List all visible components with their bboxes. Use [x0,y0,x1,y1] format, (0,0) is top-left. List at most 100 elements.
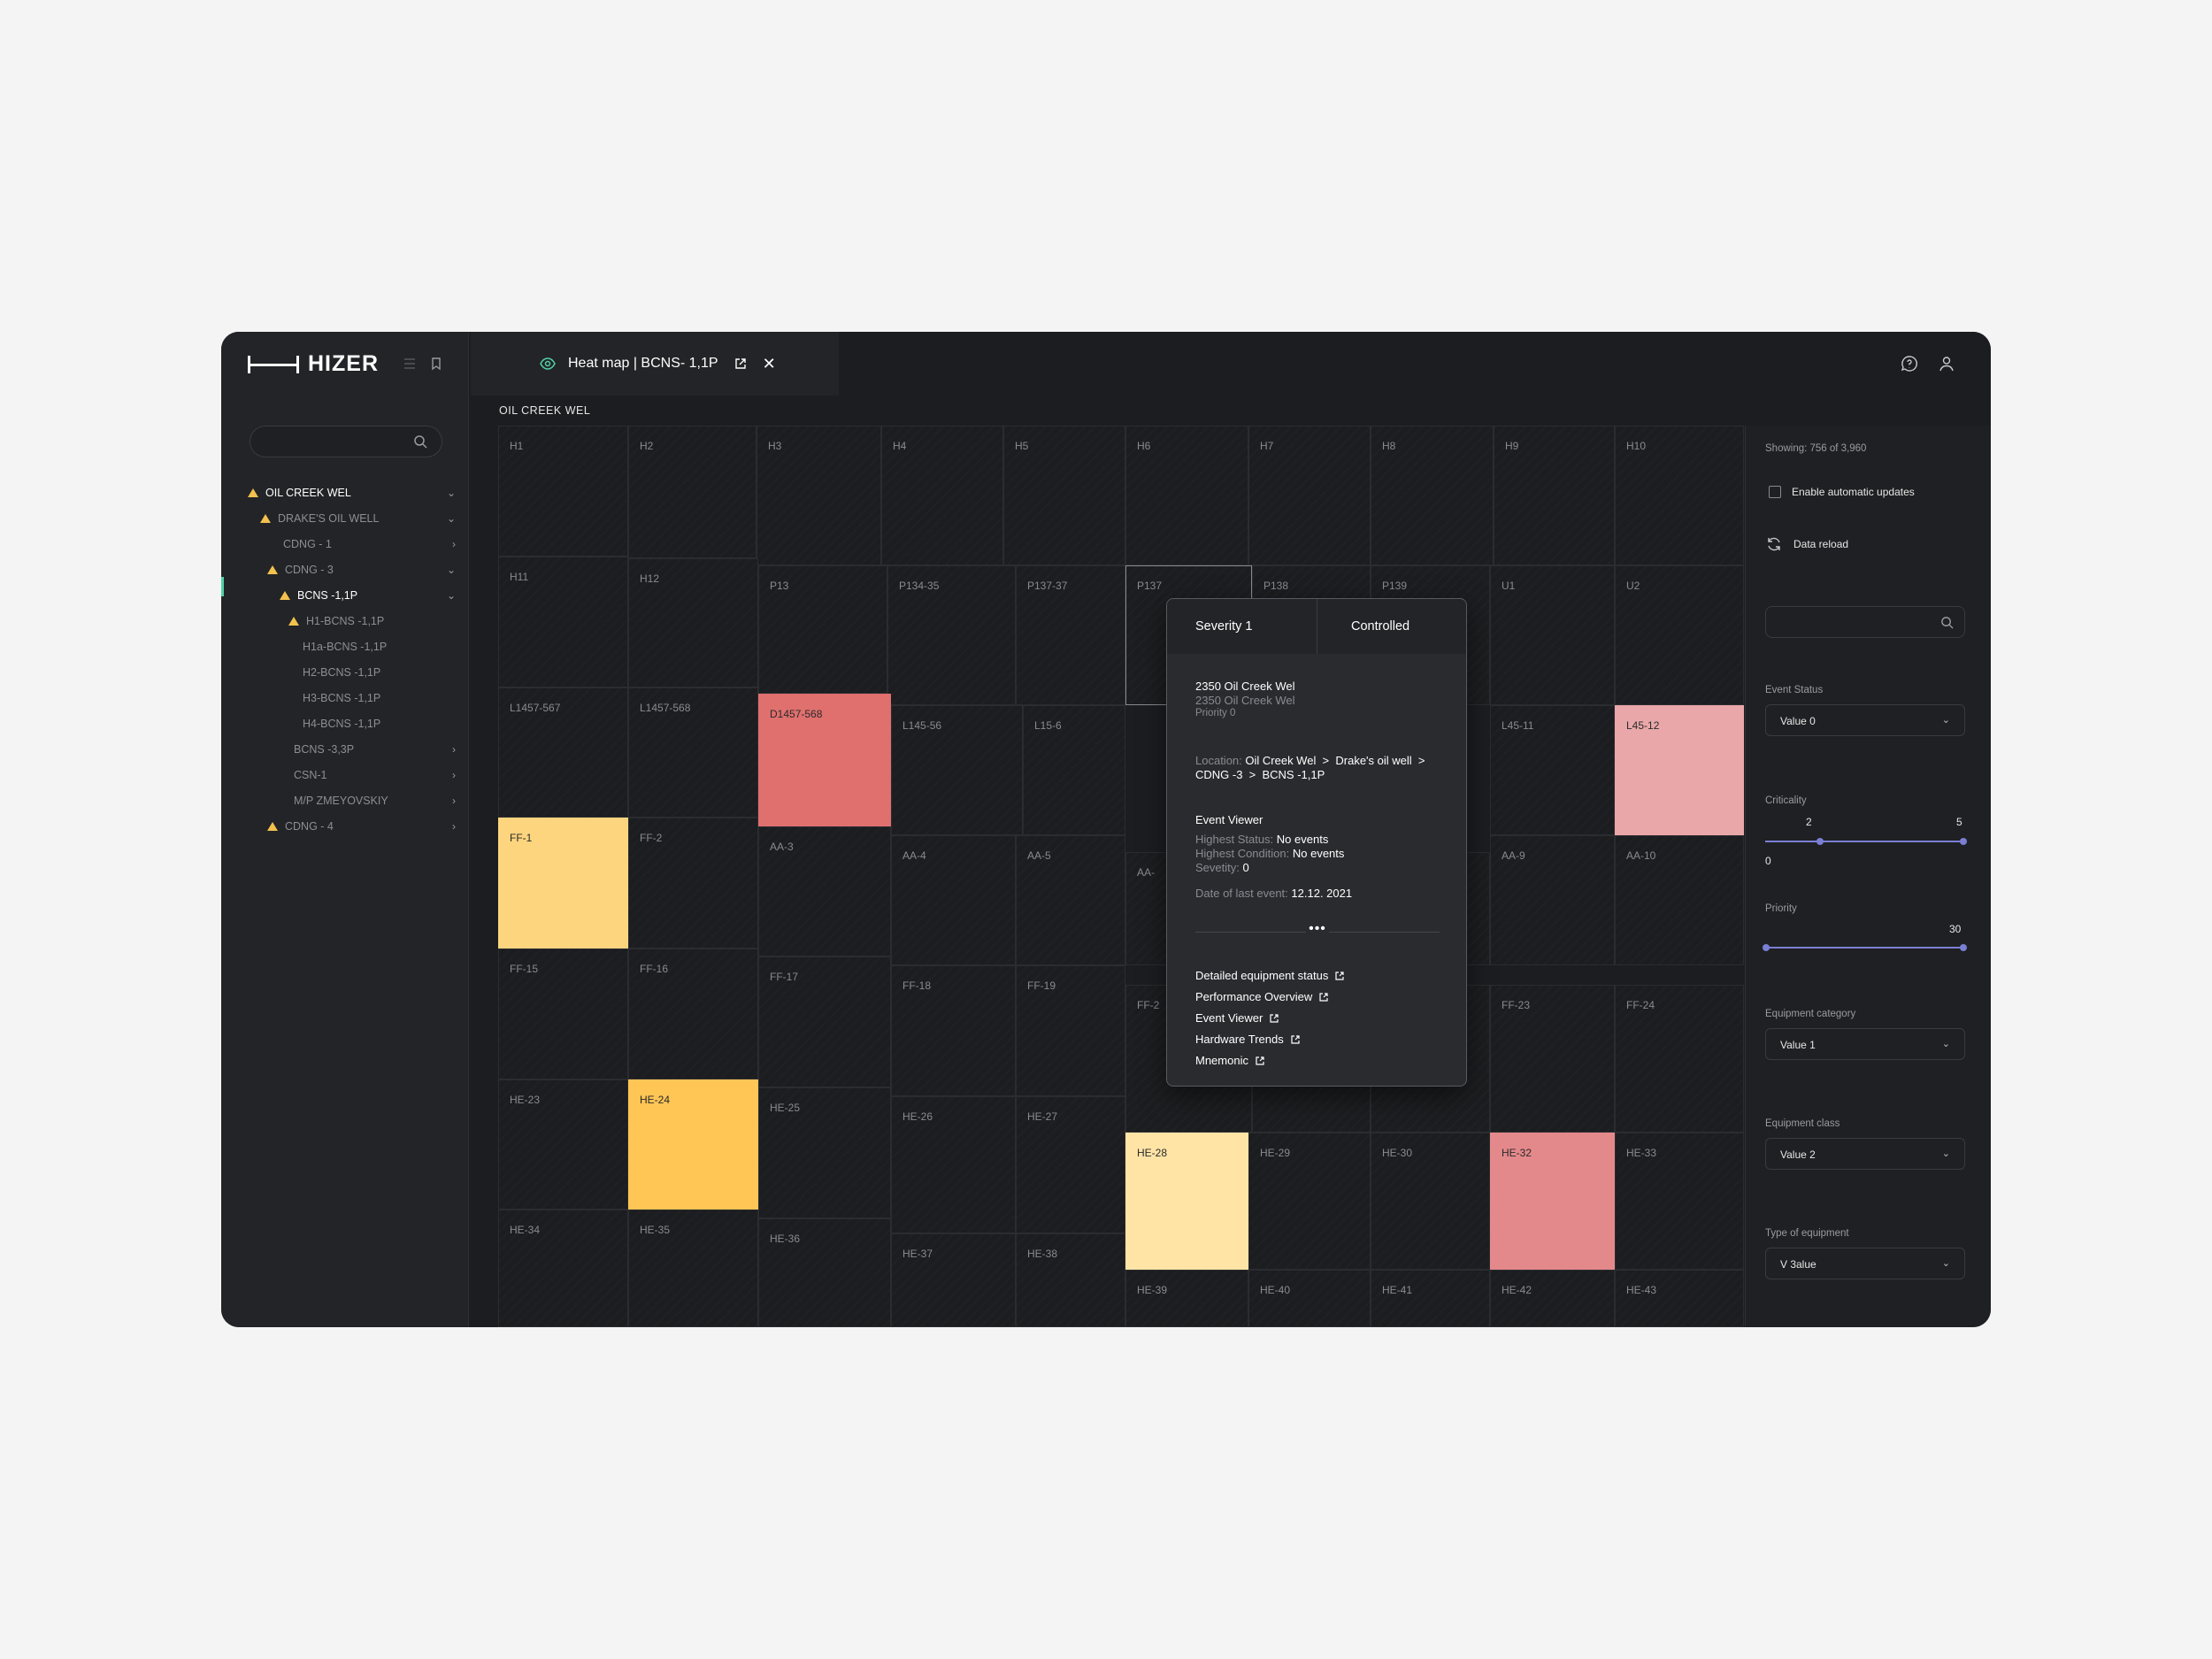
heat-map-cell[interactable]: FF-19 [1016,965,1125,1096]
tab-controlled[interactable]: Controlled [1351,619,1410,634]
tree-item[interactable]: H3-BCNS -1,1P [248,685,456,710]
tree-item[interactable]: CDNG - 4 › [248,813,456,839]
equipment-class-select[interactable]: Value 2 ⌄ [1765,1138,1965,1170]
more-icon[interactable]: ••• [1306,920,1329,941]
chevron-right-icon[interactable]: › [452,820,456,833]
criticality-slider[interactable] [1765,838,1967,845]
heat-map-cell[interactable]: FF-15 [498,949,628,1079]
sidebar-search-input[interactable] [250,426,442,457]
user-icon[interactable] [1938,355,1955,373]
heat-map-cell[interactable]: L145-56 [891,705,1023,835]
heat-map-cell[interactable]: HE-39 [1125,1270,1248,1327]
tree-item[interactable]: BCNS -3,3P › [248,736,456,762]
heat-map-cell[interactable]: HE-33 [1615,1133,1744,1270]
heat-map-cell[interactable]: FF-18 [891,965,1016,1096]
heat-map-cell[interactable]: P13 [758,565,887,694]
heat-map-cell[interactable]: HE-27 [1016,1096,1125,1233]
location-path-2[interactable]: CDNG -3 > BCNS -1,1P [1195,768,1325,781]
heat-map-cell[interactable]: HE-42 [1490,1270,1615,1327]
event-status-select[interactable]: Value 0 ⌄ [1765,704,1965,736]
heat-map-cell[interactable]: U1 [1490,565,1615,705]
heat-map-cell[interactable]: H5 [1003,426,1125,565]
auto-updates-checkbox[interactable]: Enable automatic updates [1769,486,1915,498]
heat-map-cell[interactable]: H11 [498,557,628,687]
equipment-category-select[interactable]: Value 1 ⌄ [1765,1028,1965,1060]
heat-map-cell[interactable]: H9 [1494,426,1615,565]
heat-map-cell[interactable]: FF-24 [1615,985,1744,1133]
popup-link[interactable]: Detailed equipment status [1195,969,1344,982]
heat-map-cell[interactable]: HE-41 [1371,1270,1490,1327]
tab-heat-map[interactable]: Heat map | BCNS- 1,1P ✕ [471,332,839,396]
tree-item[interactable]: DRAKE'S OIL WELL ⌄ [248,505,456,531]
heat-map-cell[interactable]: L1457-568 [628,687,758,818]
priority-slider[interactable] [1763,944,1967,951]
search-icon[interactable] [413,434,427,449]
help-chat-icon[interactable] [1901,355,1918,373]
tree-item[interactable]: CDNG - 1 › [248,531,456,557]
heat-map-cell[interactable]: HE-35 [628,1210,758,1327]
criticality-max-handle[interactable] [1960,838,1967,845]
heat-map-cell[interactable]: HE-34 [498,1210,628,1327]
chevron-down-icon[interactable]: ⌄ [446,564,456,576]
heat-map-cell[interactable]: H8 [1371,426,1494,565]
heat-map-cell[interactable]: H12 [628,558,758,687]
tree-item[interactable]: BCNS -1,1P ⌄ [248,582,456,608]
heat-map-cell[interactable]: L1457-567 [498,687,628,818]
heat-map-cell[interactable]: H1 [498,426,628,557]
popup-link[interactable]: Mnemonic [1195,1054,1264,1067]
chevron-down-icon[interactable]: ⌄ [446,512,456,525]
heat-map-cell[interactable]: HE-28 [1125,1133,1248,1270]
tree-item[interactable]: CDNG - 3 ⌄ [248,557,456,582]
heat-map-cell[interactable]: L45-12 [1615,705,1744,835]
heat-map-cell[interactable]: FF-16 [628,949,758,1079]
chevron-down-icon[interactable]: ⌄ [446,487,456,499]
chevron-right-icon[interactable]: › [452,538,456,550]
heat-map-cell[interactable]: AA-9 [1490,835,1615,965]
heat-map-cell[interactable]: FF-2 [628,818,758,949]
heat-map-cell[interactable]: FF-17 [758,956,891,1087]
chevron-right-icon[interactable]: › [452,769,456,781]
heat-map-cell[interactable]: HE-25 [758,1087,891,1218]
heat-map-cell[interactable]: H3 [757,426,881,565]
heat-map-cell[interactable]: HE-32 [1490,1133,1615,1270]
tree-item[interactable]: CSN-1 › [248,762,456,787]
data-reload-button[interactable]: Data reload [1765,535,1848,553]
checkbox-icon[interactable] [1769,486,1781,498]
heat-map-cell[interactable]: AA-4 [891,835,1016,965]
priority-min-handle[interactable] [1763,944,1770,951]
heat-map-cell[interactable]: HE-29 [1248,1133,1371,1270]
tree-item[interactable]: H2-BCNS -1,1P [248,659,456,685]
popup-link[interactable]: Event Viewer [1195,1011,1279,1025]
close-icon[interactable]: ✕ [762,354,776,373]
tree-item[interactable]: H1a-BCNS -1,1P [248,634,456,659]
heat-map-cell[interactable]: AA-3 [758,826,891,956]
heat-map-cell[interactable]: HE-38 [1016,1233,1125,1327]
heat-map-cell[interactable]: D1457-568 [758,694,891,826]
tree-item[interactable]: M/P ZMEYOVSKIY › [248,787,456,813]
popup-link[interactable]: Performance Overview [1195,990,1328,1003]
heat-map-cell[interactable]: HE-40 [1248,1270,1371,1327]
list-icon[interactable] [403,357,417,371]
tab-severity[interactable]: Severity 1 [1167,599,1317,654]
external-link-icon[interactable] [734,357,747,370]
filter-search-input[interactable] [1765,606,1965,638]
popup-link[interactable]: Hardware Trends [1195,1033,1300,1046]
heat-map-cell[interactable]: L45-11 [1490,705,1615,835]
heat-map-cell[interactable]: U2 [1615,565,1744,705]
chevron-right-icon[interactable]: › [452,795,456,807]
search-icon[interactable] [1940,616,1954,629]
heat-map-cell[interactable]: H4 [881,426,1003,565]
tree-item[interactable]: H1-BCNS -1,1P [248,608,456,634]
heat-map-cell[interactable]: HE-36 [758,1218,891,1327]
type-of-equipment-select[interactable]: V 3alue ⌄ [1765,1248,1965,1279]
tree-item[interactable]: OIL CREEK WEL ⌄ [248,480,456,505]
heat-map-cell[interactable]: FF-23 [1490,985,1615,1133]
heat-map-cell[interactable]: HE-37 [891,1233,1016,1327]
location-path-1[interactable]: Oil Creek Wel > Drake's oil well > [1245,754,1425,767]
heat-map-cell[interactable]: HE-23 [498,1079,628,1210]
heat-map-cell[interactable]: H6 [1125,426,1248,565]
heat-map-cell[interactable]: HE-24 [628,1079,758,1210]
heat-map-cell[interactable]: HE-30 [1371,1133,1490,1270]
bookmark-icon[interactable] [429,357,443,371]
heat-map-cell[interactable]: AA-10 [1615,835,1744,965]
